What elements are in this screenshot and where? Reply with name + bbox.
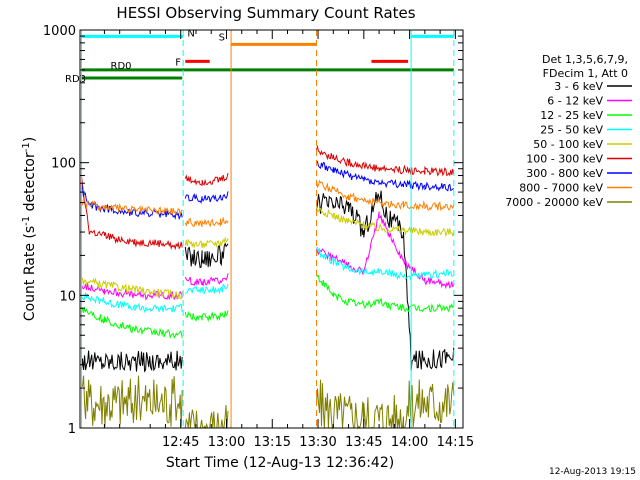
- y-tick-label: 10: [59, 289, 76, 304]
- legend-label: 7000 - 20000 keV: [505, 196, 603, 209]
- legend-label: 3 - 6 keV: [554, 80, 603, 93]
- legend-label: 12 - 25 keV: [540, 109, 603, 122]
- chart-title: HESSI Observing Summary Count Rates: [116, 4, 415, 22]
- y-tick-label: 100: [51, 157, 76, 172]
- x-axis-label: Start Time (12-Aug-13 12:36:42): [166, 455, 394, 471]
- x-tick-label: 14:00: [391, 435, 428, 450]
- x-tick-label: 13:15: [254, 435, 291, 450]
- footer-timestamp: 12-Aug-2013 19:15: [549, 467, 636, 477]
- plot-frame: [79, 29, 464, 429]
- flag-bars: N S F RD0 RD3: [65, 28, 454, 85]
- x-tick-label: 13:00: [208, 435, 245, 450]
- x-tick-label: 13:45: [345, 435, 382, 450]
- legend-header: Det 1,3,5,6,7,9,: [542, 53, 628, 66]
- axes: 1 10 100 1000 12:45 13:00 13:15 13:30 13:45 14:00…: [43, 24, 474, 450]
- x-tick-label: 12:45: [162, 435, 199, 450]
- series-line: [81, 246, 454, 314]
- y-tick-label: 1000: [43, 24, 76, 39]
- series-line: [81, 274, 455, 340]
- series-line: [81, 206, 455, 300]
- flag-label: RD0: [111, 61, 132, 72]
- y-label-mid: detector: [22, 152, 38, 216]
- series-line: [81, 144, 455, 251]
- flag-label: F: [175, 57, 181, 68]
- y-tick-label: 1: [68, 422, 76, 437]
- vertical-markers: [81, 30, 455, 428]
- y-label-end: ): [22, 137, 38, 142]
- series-line: [81, 190, 455, 373]
- legend-label: 300 - 800 keV: [526, 167, 603, 180]
- legend-header: FDecim 1, Att 0: [543, 67, 628, 80]
- legend-label: 100 - 300 keV: [526, 153, 603, 166]
- y-label-sup2: -1: [21, 142, 32, 152]
- legend: Det 1,3,5,6,7,9,FDecim 1, Att 03 - 6 keV…: [505, 53, 632, 209]
- x-tick-label: 13:30: [299, 435, 336, 450]
- legend-label: 50 - 100 keV: [533, 138, 603, 151]
- flag-label: S: [219, 32, 225, 43]
- flag-label: N: [187, 28, 194, 39]
- y-label-part: Count Rate (s: [22, 226, 38, 321]
- series-lines: [81, 144, 455, 430]
- legend-label: 25 - 50 keV: [540, 124, 603, 137]
- flag-label: RD3: [65, 74, 86, 85]
- series-line: [81, 179, 455, 228]
- legend-label: 6 - 12 keV: [547, 95, 603, 108]
- y-label-sup1: -1: [21, 216, 32, 226]
- y-axis-label: Count Rate (s-1 detector-1): [21, 137, 38, 321]
- legend-label: 800 - 7000 keV: [519, 182, 603, 195]
- x-tick-label: 14:15: [437, 435, 474, 450]
